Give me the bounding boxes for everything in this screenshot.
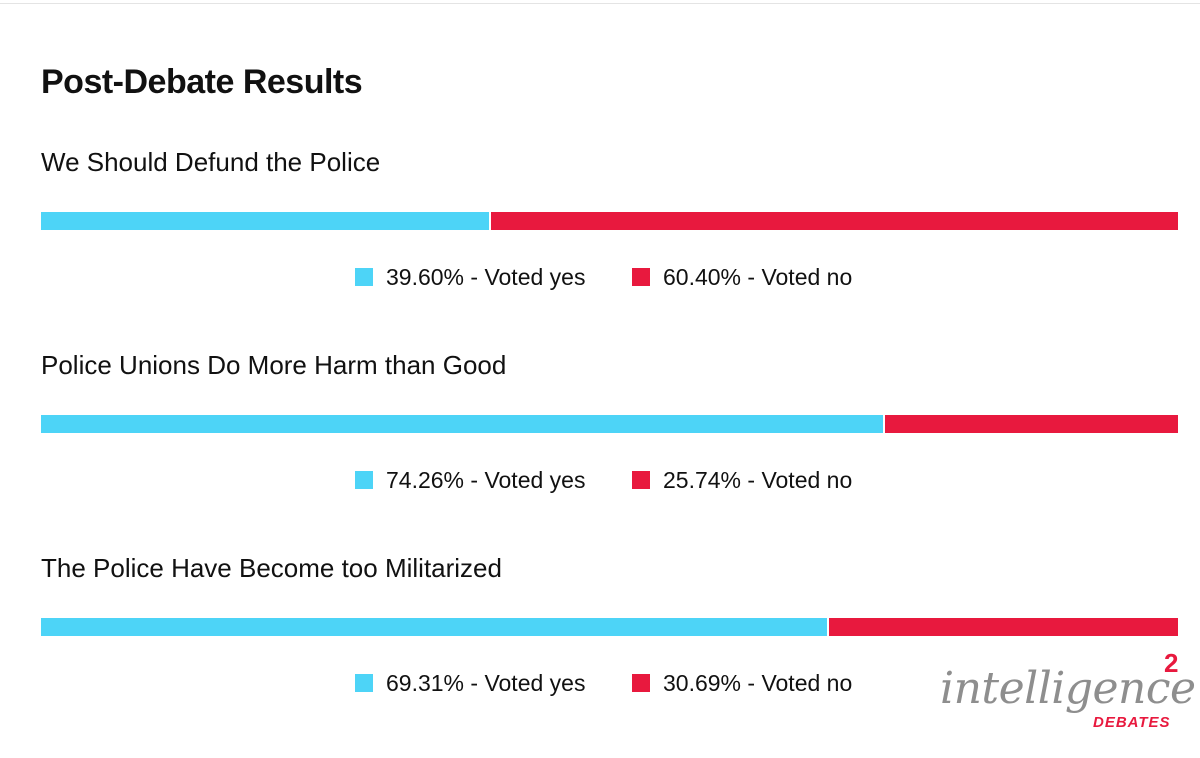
logo-wordmark: intelligence — [940, 663, 1196, 714]
logo-subtitle: DEBATES — [1093, 714, 1171, 731]
top-divider — [0, 3, 1200, 4]
legend-label-yes: 69.31% - Voted yes — [386, 670, 586, 696]
question-block: We Should Defund the Police 39.60% - Vot… — [41, 145, 1181, 315]
legend-item-yes: 69.31% - Voted yes — [355, 667, 585, 699]
legend-swatch-no — [632, 471, 650, 489]
legend-label-no: 25.74% - Voted no — [663, 467, 853, 493]
legend-item-no: 30.69% - Voted no — [632, 667, 852, 699]
legend-swatch-yes — [355, 471, 373, 489]
legend-swatch-yes — [355, 674, 373, 692]
result-bar — [41, 618, 1178, 636]
legend-label-no: 30.69% - Voted no — [663, 670, 853, 696]
legend: 39.60% - Voted yes 60.40% - Voted no — [41, 261, 1178, 293]
result-bar — [41, 212, 1178, 230]
bar-segment-no — [829, 618, 1178, 636]
legend-item-yes: 74.26% - Voted yes — [355, 464, 585, 496]
legend-label-yes: 39.60% - Voted yes — [386, 264, 586, 290]
logo-superscript: 2 — [1164, 648, 1179, 678]
page-title: Post-Debate Results — [41, 63, 363, 101]
question-block: The Police Have Become too Militarized 6… — [41, 551, 1181, 721]
legend: 69.31% - Voted yes 30.69% - Voted no — [41, 667, 1178, 699]
legend-item-yes: 39.60% - Voted yes — [355, 261, 585, 293]
legend-swatch-no — [632, 674, 650, 692]
legend-label-no: 60.40% - Voted no — [663, 264, 853, 290]
bar-segment-yes — [41, 212, 492, 230]
result-bar — [41, 415, 1178, 433]
legend: 74.26% - Voted yes 25.74% - Voted no — [41, 464, 1178, 496]
question-title: The Police Have Become too Militarized — [41, 553, 502, 583]
bar-segment-yes — [41, 415, 886, 433]
legend-item-no: 25.74% - Voted no — [632, 464, 852, 496]
legend-swatch-yes — [355, 268, 373, 286]
question-title: Police Unions Do More Harm than Good — [41, 350, 507, 380]
question-block: Police Unions Do More Harm than Good 74.… — [41, 348, 1181, 518]
legend-item-no: 60.40% - Voted no — [632, 261, 852, 293]
intelligence-squared-logo: intelligence 2 DEBATES — [940, 648, 1196, 743]
question-title: We Should Defund the Police — [41, 147, 381, 177]
bar-segment-no — [885, 415, 1178, 433]
bar-segment-no — [491, 212, 1178, 230]
legend-swatch-no — [632, 268, 650, 286]
legend-label-yes: 74.26% - Voted yes — [386, 467, 586, 493]
bar-segment-yes — [41, 618, 830, 636]
